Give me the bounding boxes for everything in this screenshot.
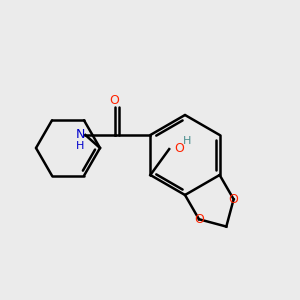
Text: H: H	[183, 136, 191, 146]
Text: O: O	[194, 213, 204, 226]
Text: N: N	[76, 128, 85, 142]
Text: O: O	[229, 193, 238, 206]
Text: H: H	[76, 141, 85, 151]
Text: O: O	[110, 94, 119, 106]
Text: O: O	[174, 142, 184, 154]
